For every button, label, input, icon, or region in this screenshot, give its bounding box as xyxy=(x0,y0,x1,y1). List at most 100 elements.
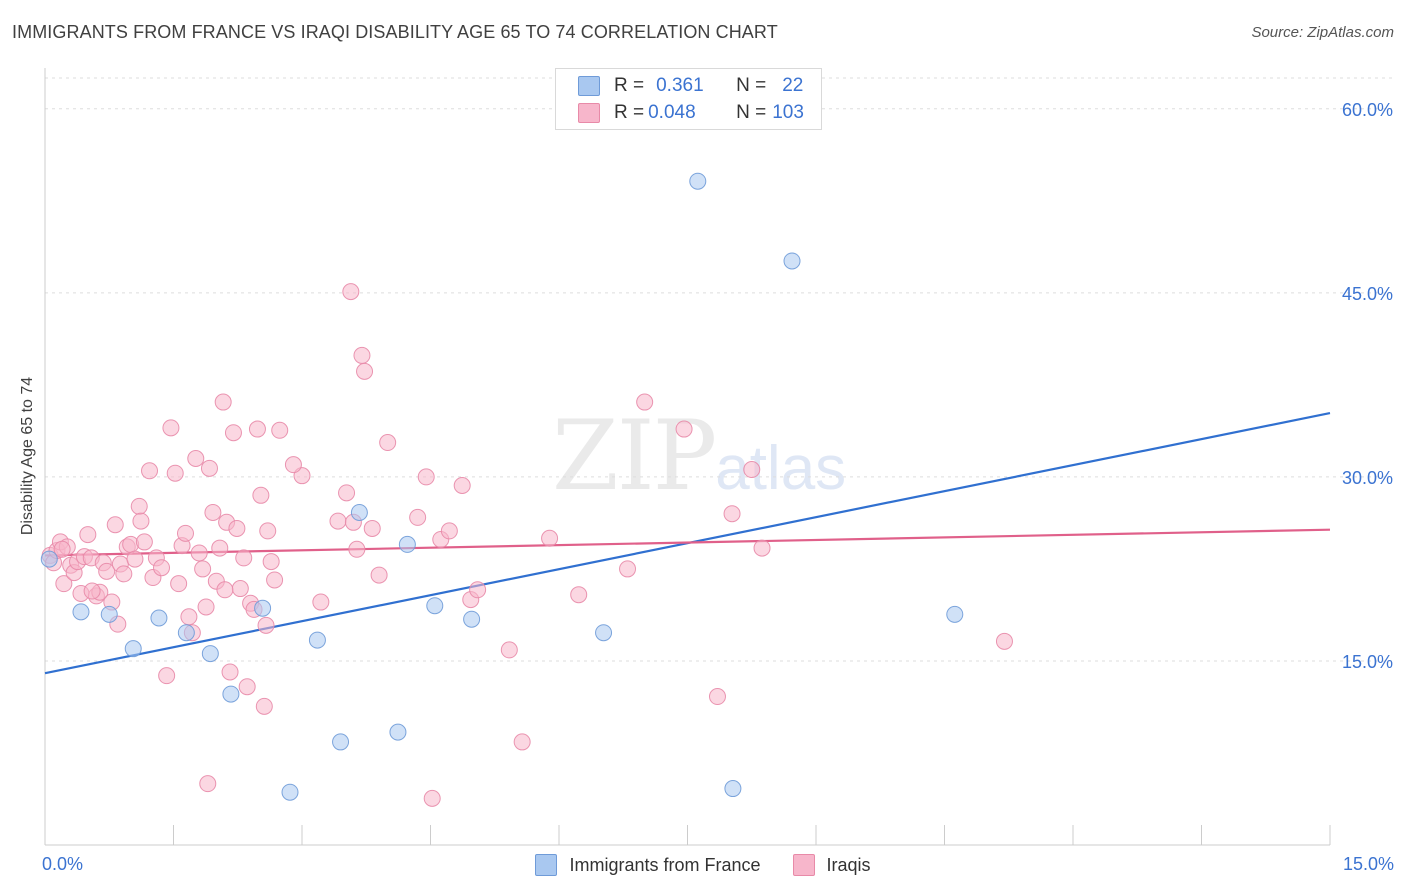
point-iraqis xyxy=(216,581,234,599)
point-iraqis xyxy=(130,497,148,515)
point-france xyxy=(783,252,801,270)
point-iraqis xyxy=(329,512,347,530)
point-iraqis xyxy=(141,462,159,480)
chart-title: IMMIGRANTS FROM FRANCE VS IRAQI DISABILI… xyxy=(12,22,778,42)
y-tick-label: 45.0% xyxy=(1342,284,1393,304)
point-france xyxy=(398,535,416,553)
point-iraqis xyxy=(132,512,150,530)
point-france xyxy=(308,631,326,649)
point-iraqis xyxy=(469,581,487,599)
point-france xyxy=(426,597,444,615)
x-tick-label: 0.0% xyxy=(42,854,83,874)
point-iraqis xyxy=(248,420,266,438)
point-iraqis xyxy=(570,586,588,604)
point-iraqis xyxy=(83,582,101,600)
axes xyxy=(44,68,1331,846)
watermark-main: ZIP xyxy=(552,400,717,512)
point-iraqis xyxy=(513,733,531,751)
legend-label-iraqis: Iraqis xyxy=(826,854,871,875)
point-iraqis xyxy=(106,516,124,534)
y-tick-label: 60.0% xyxy=(1342,100,1393,120)
legend-n-label: N = xyxy=(736,102,767,123)
point-iraqis xyxy=(262,553,280,571)
point-iraqis xyxy=(98,562,116,580)
trend-line-iraqis xyxy=(44,528,1331,557)
legend-n-value: 22 xyxy=(782,75,804,96)
point-iraqis xyxy=(194,560,212,578)
point-iraqis xyxy=(312,593,330,611)
point-iraqis xyxy=(170,575,188,593)
series-legend: Immigrants from France Iraqis xyxy=(0,852,1406,878)
point-iraqis xyxy=(187,450,205,467)
point-iraqis xyxy=(348,540,366,558)
point-iraqis xyxy=(214,393,232,411)
point-iraqis xyxy=(53,540,71,558)
gridlines xyxy=(45,77,1392,662)
correlation-legend: R = 0.361 N = 22 R = 0.048 N = 103 xyxy=(555,68,822,130)
point-iraqis xyxy=(708,688,726,706)
point-iraqis xyxy=(342,283,360,301)
legend-r-label: R = xyxy=(614,102,645,123)
point-iraqis xyxy=(162,419,180,437)
source-label[interactable]: Source: ZipAtlas.com xyxy=(1251,24,1394,41)
point-iraqis xyxy=(211,539,229,557)
point-iraqis xyxy=(619,560,637,578)
point-iraqis xyxy=(204,503,222,521)
point-france xyxy=(689,172,707,190)
point-iraqis xyxy=(500,641,518,659)
point-iraqis xyxy=(252,486,270,504)
legend-item-france[interactable]: Immigrants from France xyxy=(535,854,761,876)
point-iraqis xyxy=(79,526,97,544)
point-iraqis xyxy=(370,566,388,584)
point-france xyxy=(40,550,58,568)
point-iraqis xyxy=(417,468,435,486)
point-iraqis xyxy=(259,522,277,540)
legend-row-iraqis: R = 0.048 N = 103 xyxy=(578,101,804,125)
point-france xyxy=(389,723,407,741)
legend-swatch-iraqis xyxy=(792,854,815,876)
point-iraqis xyxy=(115,565,133,583)
legend-item-iraqis[interactable]: Iraqis xyxy=(792,854,871,876)
point-iraqis xyxy=(271,421,289,439)
point-iraqis xyxy=(176,524,194,542)
point-france xyxy=(724,780,742,798)
legend-row-france: R = 0.361 N = 22 xyxy=(578,74,803,98)
point-france xyxy=(100,605,118,623)
legend-r-value: 0.048 xyxy=(648,102,696,123)
data-points xyxy=(40,172,1013,807)
point-france xyxy=(124,640,142,658)
y-tick-label: 30.0% xyxy=(1342,468,1393,488)
tick-labels: 15.0% 30.0% 45.0% 60.0% 0.0% 15.0% xyxy=(42,100,1394,874)
point-iraqis xyxy=(353,346,371,364)
legend-swatch-france xyxy=(535,854,558,876)
point-iraqis xyxy=(753,539,771,557)
point-iraqis xyxy=(257,616,275,634)
point-france xyxy=(254,599,272,617)
point-iraqis xyxy=(409,508,427,526)
legend-n-label: N = xyxy=(736,75,767,96)
point-iraqis xyxy=(135,533,153,551)
trend-lines xyxy=(44,412,1331,675)
point-iraqis xyxy=(158,667,176,685)
watermark: ZIPatlas xyxy=(552,400,846,512)
point-iraqis xyxy=(55,575,73,593)
point-iraqis xyxy=(238,678,256,696)
point-iraqis xyxy=(153,559,171,577)
point-iraqis xyxy=(743,461,761,479)
point-france xyxy=(177,624,195,642)
point-france xyxy=(350,503,368,521)
legend-swatch-iraqis xyxy=(578,103,600,123)
watermark-sub: atlas xyxy=(715,434,847,503)
point-france xyxy=(463,610,481,628)
legend-swatch-france xyxy=(578,76,600,96)
point-france xyxy=(150,609,168,627)
point-iraqis xyxy=(423,789,441,807)
point-iraqis xyxy=(356,362,374,380)
point-iraqis xyxy=(266,571,284,589)
point-iraqis xyxy=(190,544,208,562)
point-iraqis xyxy=(675,420,693,438)
point-iraqis xyxy=(228,519,246,537)
point-iraqis xyxy=(126,550,144,568)
point-france xyxy=(281,783,299,801)
